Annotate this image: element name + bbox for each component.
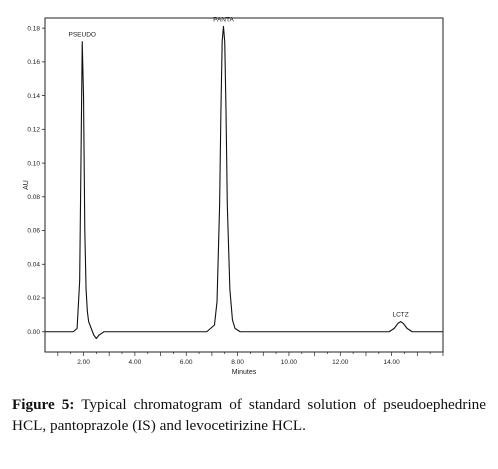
x-tick-label: 2.00 <box>77 359 90 366</box>
caption-text: Typical chromatogram of standard solutio… <box>12 396 486 434</box>
y-axis-ticks: 0.00 0.02 0.04 0.06 0.08 0.10 0.12 0.14 0.16 0.18 <box>27 25 45 336</box>
y-tick-label: 0.16 <box>27 59 40 66</box>
peak-label: LCTZ <box>393 312 409 319</box>
x-axis-title: Minutes <box>232 369 257 376</box>
y-tick-label: 0.04 <box>27 261 40 268</box>
y-tick-label: 0.10 <box>27 160 40 167</box>
chromatogram-chart: 0.00 0.02 0.04 0.06 0.08 0.10 0.12 0.14 0.16 0.18… <box>23 16 444 376</box>
x-tick-label: 6.00 <box>180 359 193 366</box>
y-tick-label: 0.02 <box>27 295 40 302</box>
peak-label: PSEUDO <box>69 32 96 39</box>
y-axis-title: AU <box>23 180 30 190</box>
y-tick-label: 0.08 <box>27 194 40 201</box>
peak-labels: PSEUDO PANTA LCTZ <box>69 16 409 318</box>
x-tick-label: 10.00 <box>281 359 298 366</box>
chromatogram-plot: 0.00 0.02 0.04 0.06 0.08 0.10 0.12 0.14 0.16 0.18… <box>23 16 444 376</box>
x-tick-label: 14.00 <box>384 359 401 366</box>
x-tick-label: 12.00 <box>332 359 349 366</box>
chromatogram-trace <box>45 25 443 340</box>
y-tick-label: 0.06 <box>27 228 40 235</box>
x-tick-label: 4.00 <box>129 359 142 366</box>
plot-frame <box>44 17 444 353</box>
y-tick-label: 0.18 <box>27 25 40 32</box>
y-tick-label: 0.12 <box>27 127 40 134</box>
y-tick-label: 0.00 <box>27 329 40 336</box>
x-axis-ticks: 2.00 4.00 6.00 8.00 10.00 12.00 14.00 <box>57 352 444 366</box>
x-tick-label: 8.00 <box>231 359 244 366</box>
peak-label: PANTA <box>213 16 234 23</box>
figure-caption: Figure 5: Typical chromatogram of standa… <box>12 394 486 436</box>
caption-label: Figure 5: <box>12 396 75 413</box>
y-tick-label: 0.14 <box>27 93 40 100</box>
